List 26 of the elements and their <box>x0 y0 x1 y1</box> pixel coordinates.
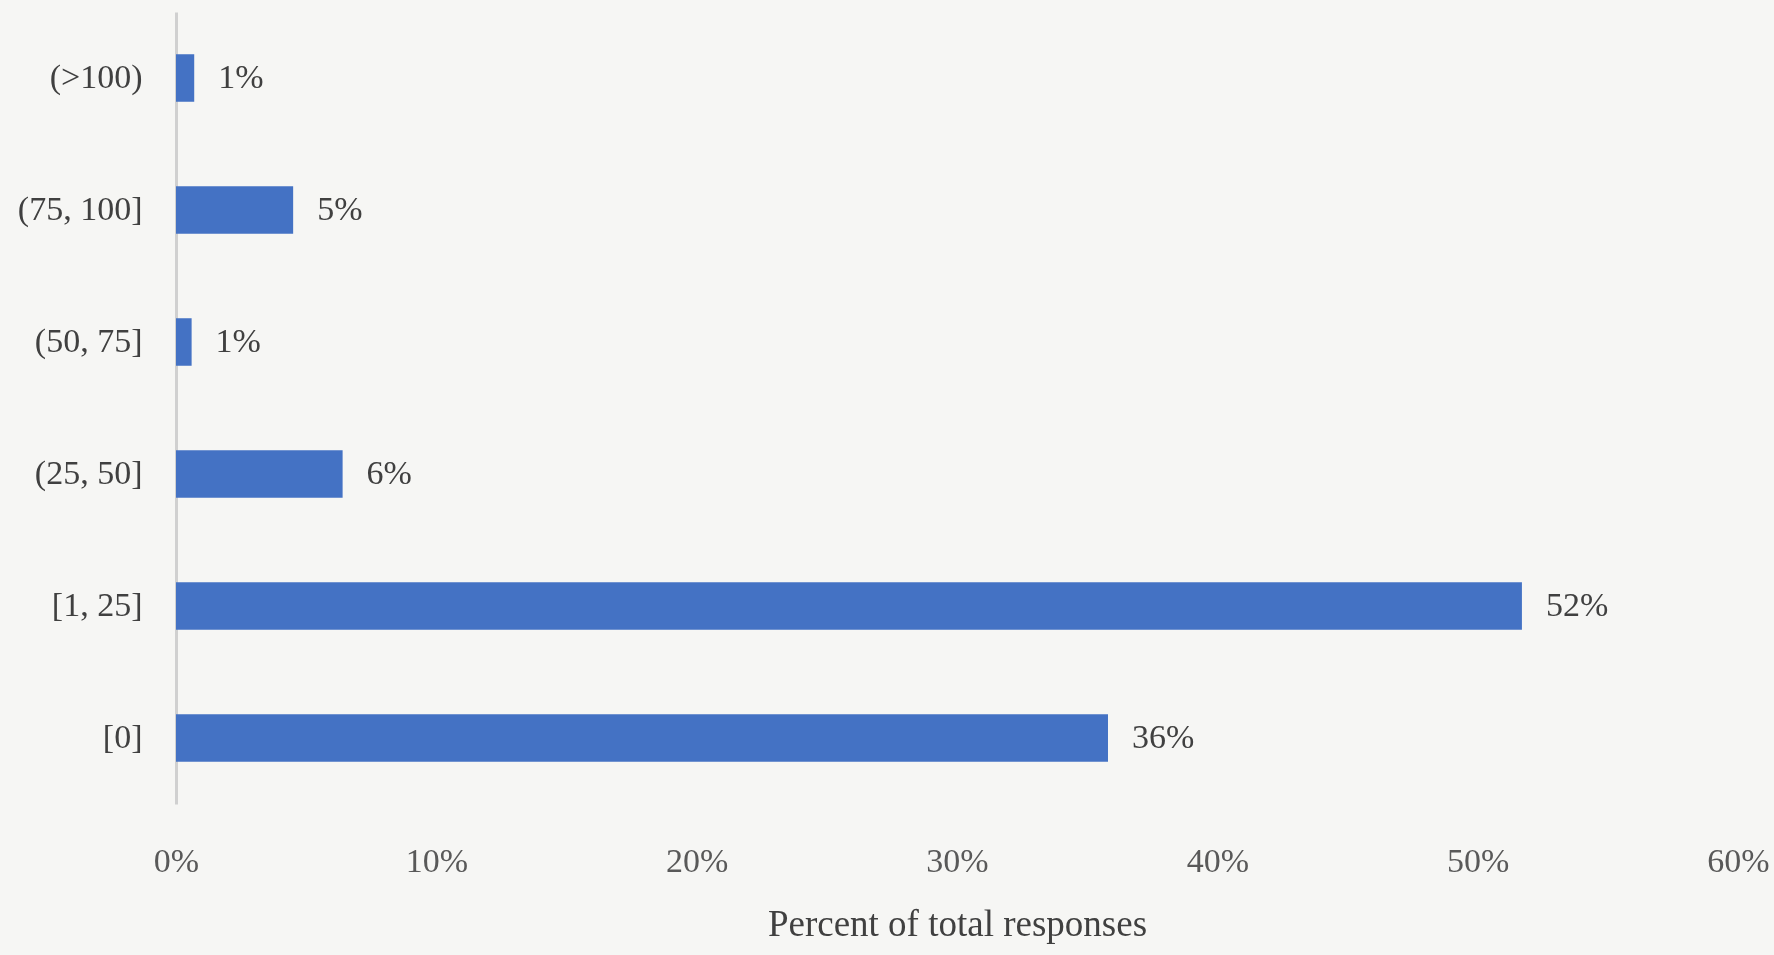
y-tick-label: (75, 100] <box>17 190 143 228</box>
y-tick-label: [1, 25] <box>51 586 143 623</box>
data-label: 36% <box>1131 718 1195 755</box>
x-tick-label: 40% <box>1186 841 1249 879</box>
bar <box>176 450 343 498</box>
bar <box>176 582 1522 630</box>
data-label: 6% <box>366 454 412 491</box>
y-tick-label: (>100) <box>49 58 143 96</box>
y-tick-label: (50, 75] <box>34 322 143 360</box>
x-tick-label: 50% <box>1447 841 1510 879</box>
y-tick-label: (25, 50] <box>34 454 143 492</box>
bar <box>176 318 192 366</box>
bar <box>176 54 195 102</box>
data-label: 5% <box>317 190 363 227</box>
y-tick-label: [0] <box>102 718 143 755</box>
x-tick-label: 30% <box>926 841 989 879</box>
data-label: 1% <box>218 58 264 95</box>
x-tick-label: 60% <box>1707 841 1770 879</box>
data-label: 52% <box>1545 586 1609 623</box>
bar <box>176 186 294 234</box>
x-tick-label: 10% <box>405 841 468 879</box>
x-axis-title: Percent of total responses <box>767 902 1148 944</box>
x-tick-label: 0% <box>153 841 200 879</box>
data-label: 1% <box>215 322 261 359</box>
x-tick-label: 20% <box>666 841 729 879</box>
bar <box>176 714 1108 762</box>
